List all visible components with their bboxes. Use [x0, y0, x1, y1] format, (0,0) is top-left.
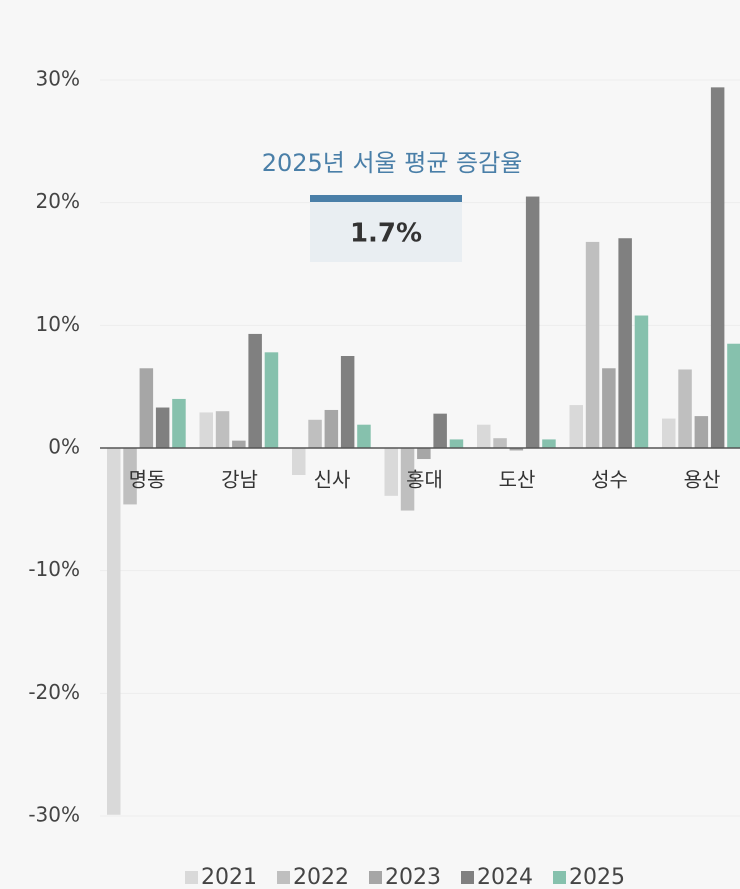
bar	[618, 238, 632, 448]
x-tick-label: 명동	[129, 468, 166, 492]
bar	[340, 356, 355, 448]
bar	[232, 440, 246, 448]
bar	[569, 405, 583, 448]
legend-label: 2025	[569, 865, 625, 889]
bar	[710, 87, 725, 449]
bar	[384, 448, 398, 496]
x-tick-label: 홍대	[406, 468, 443, 492]
x-tick-label: 강남	[221, 468, 258, 492]
x-tick-label: 신사	[314, 468, 351, 492]
annotation-box	[310, 202, 462, 262]
legend-label: 2024	[477, 865, 533, 889]
bar	[248, 333, 262, 448]
y-tick-label: 20%	[36, 189, 80, 213]
y-tick-label: -10%	[28, 557, 80, 581]
bar	[602, 368, 616, 448]
bar	[433, 413, 447, 448]
y-tick-label: 0%	[48, 435, 80, 459]
bar	[417, 448, 431, 460]
bar	[493, 438, 507, 448]
legend-swatch	[185, 871, 198, 884]
bar	[662, 418, 676, 448]
legend-swatch	[461, 871, 474, 884]
bar	[139, 368, 154, 448]
bar	[357, 424, 371, 448]
bar	[634, 315, 649, 448]
legend-label: 2023	[385, 865, 441, 889]
annotation-title: 2025년 서울 평균 증감율	[262, 149, 523, 177]
bar	[155, 407, 170, 448]
x-tick-label: 성수	[591, 468, 628, 492]
bar	[727, 343, 740, 448]
bar	[542, 439, 556, 448]
legend-swatch	[277, 871, 290, 884]
legend-swatch	[553, 871, 566, 884]
bar	[694, 416, 709, 448]
bar	[678, 369, 692, 448]
bar	[107, 448, 121, 815]
bar	[172, 398, 186, 448]
bar	[449, 439, 464, 448]
legend-label: 2021	[201, 865, 257, 889]
legend-swatch	[369, 871, 382, 884]
bar	[525, 196, 540, 448]
bar	[264, 352, 279, 448]
bar	[123, 448, 137, 505]
bar	[477, 424, 491, 448]
x-tick-label: 용산	[684, 468, 721, 492]
x-tick-label: 도산	[499, 468, 536, 492]
legend-label: 2022	[293, 865, 349, 889]
bar	[292, 448, 306, 475]
bar	[324, 409, 339, 448]
annotation-bar	[310, 195, 462, 202]
y-tick-label: -30%	[28, 803, 80, 827]
bar	[199, 412, 213, 448]
y-tick-label: 10%	[36, 312, 80, 336]
bar	[509, 448, 524, 451]
bar	[585, 241, 600, 448]
bar	[215, 411, 230, 448]
y-tick-label: -20%	[28, 680, 80, 704]
annotation-value: 1.7%	[350, 219, 422, 249]
y-tick-label: 30%	[36, 67, 80, 91]
bar	[308, 419, 322, 448]
bar	[400, 448, 415, 511]
